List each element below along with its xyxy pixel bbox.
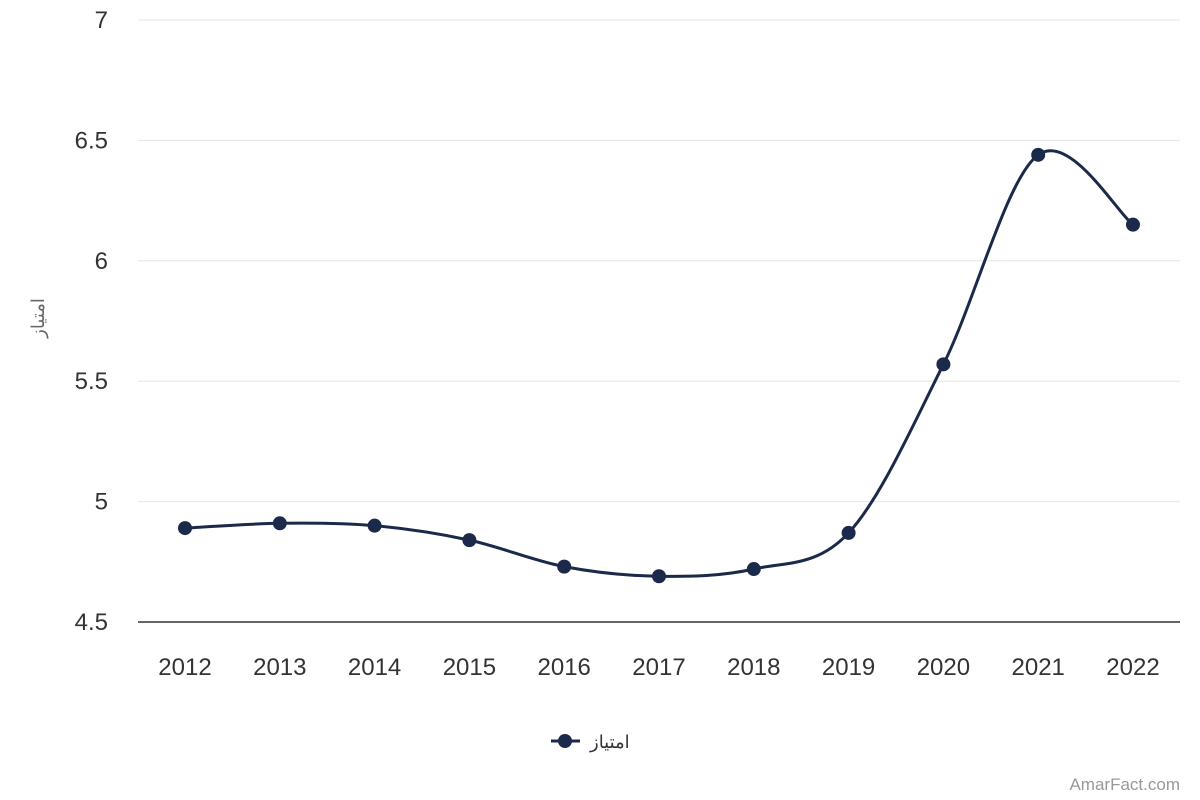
x-tick-label: 2015 <box>443 654 496 681</box>
data-point-2015[interactable] <box>462 533 477 548</box>
x-tick-label: 2017 <box>632 654 685 681</box>
gridlines <box>138 19 1180 623</box>
legend[interactable]: امتیاز <box>551 732 630 753</box>
y-tick-label: 6.5 <box>75 127 108 154</box>
series-line <box>183 149 1135 578</box>
data-point-2021[interactable] <box>1031 147 1046 162</box>
x-tick-label: 2014 <box>348 654 401 681</box>
x-tick-label: 2022 <box>1106 654 1159 681</box>
x-tick-label: 2021 <box>1012 654 1065 681</box>
x-tick-label: 2012 <box>158 654 211 681</box>
data-point-2019[interactable] <box>841 525 856 540</box>
x-tick-label: 2013 <box>253 654 306 681</box>
data-point-2018[interactable] <box>746 562 761 577</box>
y-tick-label: 6 <box>95 248 108 275</box>
credit-text: AmarFact.com <box>1069 775 1180 794</box>
x-tick-label: 2019 <box>822 654 875 681</box>
series-layer <box>178 147 1140 584</box>
data-point-2014[interactable] <box>367 518 382 533</box>
x-tick-label: 2016 <box>538 654 591 681</box>
y-tick-label: 4.5 <box>75 609 108 636</box>
y-tick-label: 5.5 <box>75 368 108 395</box>
data-point-2017[interactable] <box>652 569 666 584</box>
x-axis-tick-labels: 2012 2013 2014 2015 2016 2017 2018 2019 2020 2021… <box>158 654 1159 681</box>
y-axis-title: امتیاز <box>28 298 49 339</box>
y-tick-label: 7 <box>95 7 108 34</box>
legend-label: امتیاز <box>589 732 630 753</box>
data-point-2013[interactable] <box>272 516 287 531</box>
data-point-2012[interactable] <box>178 521 192 536</box>
data-point-2016[interactable] <box>557 559 572 574</box>
y-tick-label: 5 <box>95 489 108 516</box>
data-point-2020[interactable] <box>936 357 951 372</box>
x-tick-label: 2020 <box>917 654 970 681</box>
y-axis-tick-labels: 4.5 5 5.5 6 6.5 7 <box>75 7 108 636</box>
legend-point-marker <box>558 734 572 748</box>
data-point-2022[interactable] <box>1126 217 1140 232</box>
x-tick-label: 2018 <box>727 654 780 681</box>
